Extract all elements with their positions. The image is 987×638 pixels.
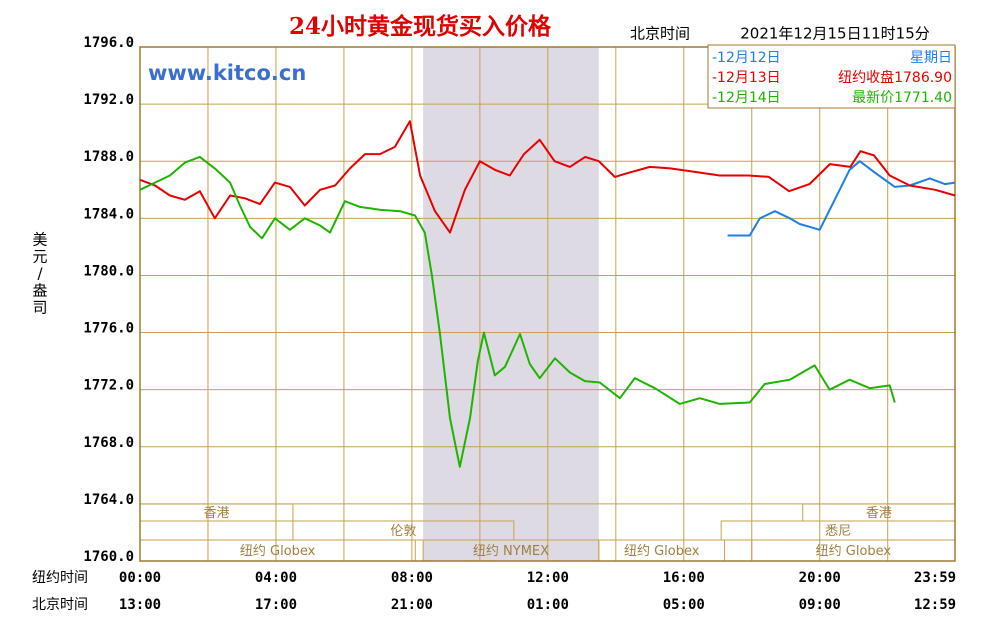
session-label: 纽约 Globex [624, 544, 700, 559]
y-axis-label: 盎 [32, 282, 47, 300]
y-tick-label: 1776.0 [83, 321, 134, 337]
x-axis-name: 纽约时间 [32, 570, 88, 586]
session-label: 悉尼 [825, 524, 851, 539]
plot-frame [139, 46, 956, 562]
x-tick-label: 20:00 [799, 570, 841, 586]
x-tick-label: 01:00 [527, 597, 569, 613]
x-tick-label: 17:00 [255, 597, 297, 613]
x-tick-label: 13:00 [119, 597, 161, 613]
legend-note: 最新价1771.40 [852, 90, 952, 106]
legend-label: -12月12日 [712, 50, 781, 66]
y-tick-label: 1788.0 [83, 149, 134, 165]
x-tick-label: 09:00 [799, 597, 841, 613]
y-tick-label: 1780.0 [83, 263, 134, 279]
timestamp: 2021年12月15日11时15分 [740, 25, 930, 43]
y-tick-label: 1760.0 [83, 549, 134, 565]
x-tick-label: 12:59 [914, 597, 956, 613]
y-axis-label: 元 [32, 248, 47, 266]
time-label: 北京时间 [630, 25, 690, 43]
legend-label: -12月14日 [712, 90, 781, 106]
x-tick-label: 12:00 [527, 570, 569, 586]
y-tick-label: 1768.0 [83, 435, 134, 451]
session-label: 纽约 Globex [240, 544, 316, 559]
x-tick-label: 05:00 [663, 597, 705, 613]
y-axis-label: / [37, 265, 43, 283]
chart-title: 24小时黄金现货买入价格 [289, 13, 552, 40]
session-label: 香港 [866, 506, 892, 521]
x-tick-label: 23:59 [914, 570, 956, 586]
y-tick-label: 1772.0 [83, 378, 134, 394]
x-tick-label: 04:00 [255, 570, 297, 586]
y-tick-label: 1764.0 [83, 492, 134, 508]
series-line [139, 155, 896, 468]
session-label: 香港 [203, 506, 229, 521]
x-tick-label: 16:00 [663, 570, 705, 586]
legend-note: 纽约收盘1786.90 [838, 69, 952, 86]
y-axis-label: 司 [32, 299, 47, 317]
session-label: 伦敦 [390, 523, 416, 539]
x-tick-label: 00:00 [119, 570, 161, 586]
session-label: 纽约 Globex [816, 544, 892, 559]
series-line [139, 120, 956, 234]
y-axis-label: 美 [32, 231, 47, 249]
x-tick-label: 21:00 [391, 597, 433, 613]
y-tick-label: 1784.0 [83, 206, 134, 222]
y-tick-label: 1796.0 [83, 35, 134, 51]
session-label: 纽约 NYMEX [473, 544, 549, 559]
y-tick-label: 1792.0 [83, 92, 134, 108]
x-tick-label: 08:00 [391, 570, 433, 586]
series-line [727, 160, 956, 237]
watermark: www.kitco.cn [148, 61, 306, 85]
legend-note: 星期日 [910, 50, 952, 66]
legend-label: -12月13日 [712, 70, 781, 86]
legend-box [707, 44, 956, 109]
x-axis2-name: 北京时间 [32, 597, 88, 613]
shaded-region [423, 47, 599, 561]
